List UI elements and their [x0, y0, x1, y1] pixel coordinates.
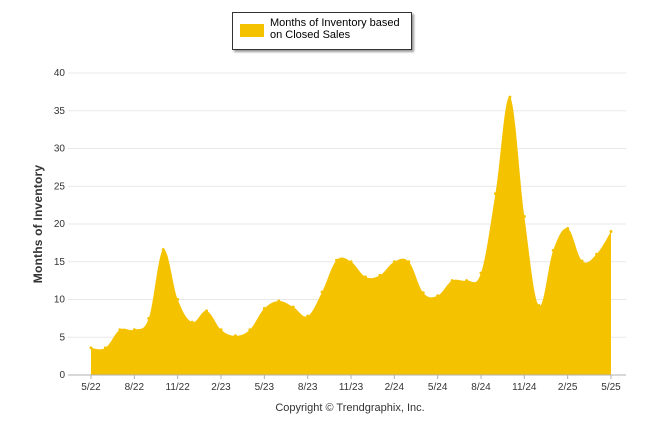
- data-point: [233, 334, 237, 338]
- data-point: [522, 214, 526, 218]
- y-tick-label: 40: [54, 68, 66, 79]
- data-point: [262, 307, 266, 311]
- y-tick-label: 15: [54, 257, 66, 268]
- data-point: [219, 328, 223, 332]
- y-tick-label: 5: [59, 332, 65, 343]
- data-point: [465, 279, 469, 283]
- x-tick-label: 2/24: [385, 382, 405, 393]
- y-tick-label: 25: [54, 181, 66, 192]
- data-point: [161, 248, 165, 252]
- data-point: [147, 316, 151, 320]
- x-tick-label: 8/23: [298, 382, 318, 393]
- data-point: [190, 320, 194, 324]
- data-point: [205, 309, 209, 313]
- copyright-text: Copyright © Trendgraphix, Inc.: [275, 402, 425, 414]
- data-point: [436, 294, 440, 298]
- data-point: [320, 290, 324, 294]
- x-tick-label: 5/23: [255, 382, 275, 393]
- y-tick-label: 20: [54, 219, 66, 230]
- data-point: [306, 314, 310, 318]
- data-point: [118, 328, 122, 332]
- data-point: [537, 304, 541, 308]
- data-point: [508, 95, 512, 99]
- data-point: [407, 260, 411, 264]
- data-point: [335, 258, 339, 262]
- x-tick-label: 11/24: [512, 382, 537, 393]
- x-tick-label: 2/23: [211, 382, 231, 393]
- data-point: [103, 346, 107, 350]
- y-tick-label: 10: [54, 295, 66, 306]
- data-point: [609, 230, 613, 234]
- data-point: [248, 328, 252, 332]
- data-point: [450, 279, 454, 283]
- x-tick-label: 2/25: [558, 382, 578, 393]
- data-point: [363, 275, 367, 279]
- data-point: [595, 252, 599, 256]
- y-tick-label: 0: [59, 370, 65, 381]
- data-point: [392, 260, 396, 264]
- legend: Months of Inventory based on Closed Sale…: [232, 12, 412, 50]
- data-point: [132, 328, 136, 332]
- y-tick-label: 30: [54, 144, 66, 155]
- x-tick-label: 5/25: [601, 382, 621, 393]
- data-point: [89, 346, 93, 350]
- x-tick-label: 8/22: [125, 382, 145, 393]
- data-point: [349, 260, 353, 264]
- axes: 0 5 10 15 20 25 30 35 40 5/22 8/22 11/22 2/23 5/23 8/2…: [54, 68, 626, 393]
- x-tick-label: 5/24: [428, 382, 448, 393]
- x-tick-label: 11/23: [339, 382, 364, 393]
- data-point: [421, 291, 425, 295]
- x-tick-label: 11/22: [166, 382, 191, 393]
- data-point: [580, 259, 584, 263]
- data-point: [176, 298, 180, 301]
- data-point: [291, 305, 295, 309]
- series-area-fill: [91, 96, 611, 376]
- data-point: [277, 299, 281, 303]
- data-point: [378, 273, 382, 277]
- legend-label: Months of Inventory based on Closed Sale…: [270, 17, 400, 41]
- data-point: [566, 227, 570, 231]
- x-tick-label: 8/24: [471, 382, 491, 393]
- data-point: [551, 248, 555, 252]
- legend-swatch: [240, 24, 264, 37]
- data-point: [479, 271, 483, 275]
- y-axis-title: Months of Inventory: [31, 164, 45, 284]
- y-tick-label: 35: [54, 106, 66, 117]
- series-area: [89, 95, 613, 376]
- data-point: [493, 192, 497, 196]
- x-tick-label: 5/22: [81, 382, 101, 393]
